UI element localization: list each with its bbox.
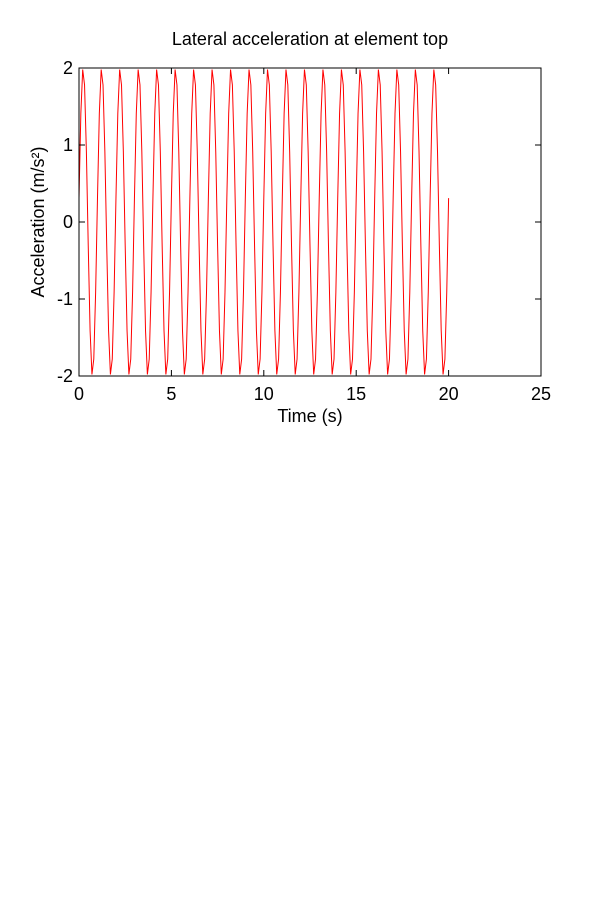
x-tick-label: 10 bbox=[254, 384, 274, 404]
x-tick-label: 15 bbox=[346, 384, 366, 404]
y-tick-label: 1 bbox=[63, 135, 73, 155]
x-tick-label: 20 bbox=[439, 384, 459, 404]
x-tick-label: 0 bbox=[74, 384, 84, 404]
x-tick-label: 25 bbox=[531, 384, 551, 404]
x-tick-label: 5 bbox=[166, 384, 176, 404]
y-tick-label: -1 bbox=[57, 289, 73, 309]
data-line bbox=[78, 69, 450, 375]
x-axis-label: Time (s) bbox=[277, 406, 342, 426]
y-axis-label: Acceleration (m/s²) bbox=[28, 146, 48, 297]
chart-title: Lateral acceleration at element top bbox=[172, 29, 448, 49]
y-tick-label: -2 bbox=[57, 366, 73, 386]
y-tick-label: 2 bbox=[63, 58, 73, 78]
y-tick-label: 0 bbox=[63, 212, 73, 232]
